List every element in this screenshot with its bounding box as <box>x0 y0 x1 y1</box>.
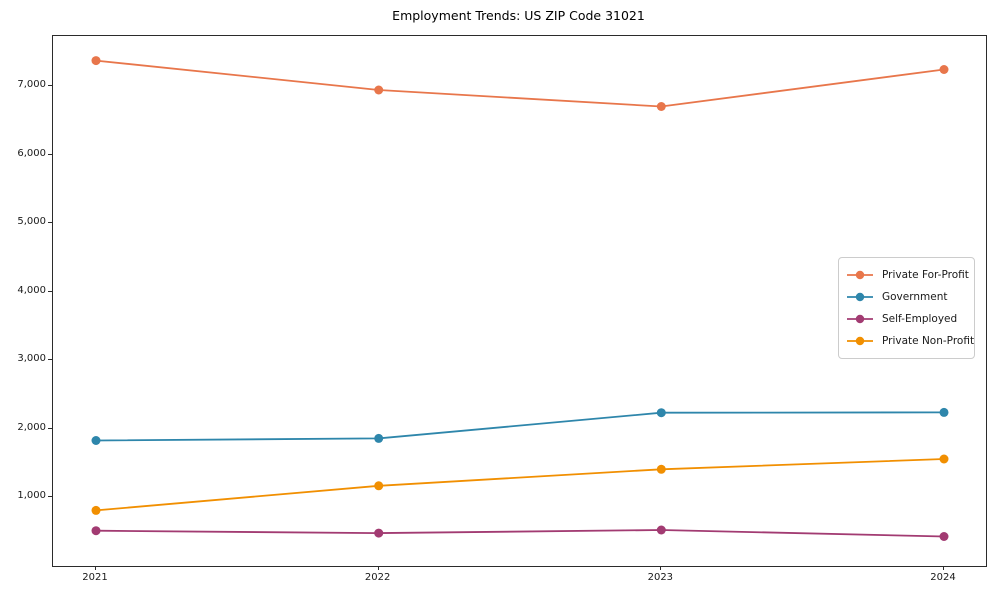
chart-title: Employment Trends: US ZIP Code 31021 <box>392 8 645 23</box>
y-tick-label: 2,000 <box>17 421 46 433</box>
data-point <box>939 65 949 74</box>
data-point <box>374 85 384 95</box>
legend-line-marker-icon <box>847 336 873 346</box>
x-tick-mark <box>943 566 944 570</box>
line-plot <box>91 56 949 541</box>
data-point <box>91 505 101 515</box>
y-tick-label: 1,000 <box>17 490 46 502</box>
legend-item: Private For-Profit <box>846 264 969 286</box>
y-tick-mark <box>48 290 52 292</box>
y-tick-label: 4,000 <box>17 284 46 296</box>
series-line <box>95 59 945 108</box>
legend-item: Private Non-Profit <box>846 330 974 352</box>
data-point <box>374 433 384 443</box>
x-tick-label: 2023 <box>647 572 674 583</box>
y-tick-mark <box>48 222 52 224</box>
legend-line-marker-icon <box>847 314 873 324</box>
y-tick-label: 7,000 <box>17 78 46 90</box>
y-tick-mark <box>48 359 52 361</box>
x-tick-mark <box>377 566 379 570</box>
y-tick-label: 3,000 <box>17 353 46 365</box>
data-point <box>374 481 384 491</box>
legend-label: Government <box>882 291 948 303</box>
data-point <box>91 56 101 66</box>
x-tick-mark <box>95 566 96 570</box>
data-point <box>91 526 101 536</box>
y-tick-mark <box>48 496 52 498</box>
legend-label: Self-Employed <box>882 313 958 325</box>
legend-line-marker-icon <box>847 292 873 302</box>
x-tick-label: 2024 <box>930 572 956 583</box>
plot-area <box>52 35 987 567</box>
legend-item: Government <box>846 286 966 308</box>
series-line <box>95 458 945 512</box>
data-point <box>939 532 949 541</box>
x-tick-mark <box>660 566 662 570</box>
y-tick-mark <box>48 153 52 155</box>
data-point <box>656 525 666 535</box>
series-line <box>95 529 945 538</box>
y-tick-label: 6,000 <box>17 147 46 159</box>
data-point <box>939 407 949 417</box>
legend-label: Private Non-Profit <box>882 335 975 347</box>
x-tick-label: 2022 <box>364 572 391 583</box>
y-tick-label: 5,000 <box>17 216 46 228</box>
data-point <box>656 408 666 418</box>
data-point <box>374 528 384 538</box>
legend: Private For-Profit Government Self-Emplo… <box>838 257 975 359</box>
data-point <box>939 454 949 464</box>
legend-item: Self-Employed <box>846 308 966 330</box>
legend-line-marker-icon <box>847 270 873 280</box>
x-tick-label: 2021 <box>82 572 108 583</box>
data-point <box>656 102 666 111</box>
legend-label: Private For-Profit <box>882 269 969 281</box>
series-line <box>95 411 945 442</box>
data-point <box>656 464 666 474</box>
y-tick-mark <box>48 427 52 429</box>
y-tick-mark <box>48 84 52 86</box>
data-point <box>91 436 101 445</box>
